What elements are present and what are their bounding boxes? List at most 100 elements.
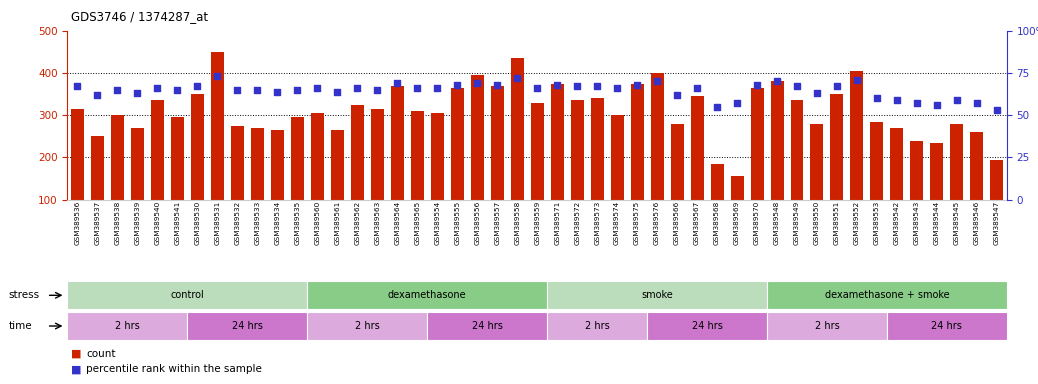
Text: GSM389531: GSM389531 — [215, 201, 220, 245]
Point — [549, 82, 566, 88]
Bar — [470, 75, 484, 242]
Text: GSM389551: GSM389551 — [834, 201, 840, 245]
Text: 24 hrs: 24 hrs — [691, 321, 722, 331]
Point — [469, 80, 486, 86]
Point — [229, 87, 246, 93]
Text: GSM389541: GSM389541 — [174, 201, 181, 245]
Bar — [351, 105, 363, 242]
Bar — [171, 118, 184, 242]
Point — [569, 83, 585, 89]
Text: percentile rank within the sample: percentile rank within the sample — [86, 364, 262, 374]
Bar — [910, 141, 924, 242]
Bar — [307, 281, 547, 309]
Bar — [830, 94, 844, 242]
Point — [609, 85, 626, 91]
Bar — [251, 128, 264, 242]
Text: GSM389560: GSM389560 — [315, 201, 321, 245]
Point — [869, 95, 885, 101]
Bar — [951, 124, 963, 242]
Bar — [530, 103, 544, 242]
Text: GSM389555: GSM389555 — [455, 201, 460, 245]
Text: GSM389571: GSM389571 — [554, 201, 561, 245]
Bar — [930, 143, 944, 242]
Text: GSM389573: GSM389573 — [594, 201, 600, 245]
Bar — [547, 312, 647, 340]
Bar — [390, 86, 404, 242]
Text: GSM389540: GSM389540 — [155, 201, 161, 245]
Point — [769, 78, 786, 84]
Point — [309, 85, 326, 91]
Point — [988, 107, 1005, 113]
Text: GSM389556: GSM389556 — [474, 201, 481, 245]
Point — [809, 90, 825, 96]
Text: GSM389546: GSM389546 — [974, 201, 980, 245]
Text: 24 hrs: 24 hrs — [931, 321, 962, 331]
Bar — [211, 52, 224, 242]
Text: 24 hrs: 24 hrs — [231, 321, 263, 331]
Bar — [671, 124, 684, 242]
Text: GSM389542: GSM389542 — [894, 201, 900, 245]
Text: GSM389574: GSM389574 — [614, 201, 620, 245]
Text: GSM389557: GSM389557 — [494, 201, 500, 245]
Bar — [971, 132, 983, 242]
Point — [789, 83, 805, 89]
Bar — [690, 96, 704, 242]
Bar — [67, 281, 307, 309]
Bar — [230, 126, 244, 242]
Bar — [188, 312, 307, 340]
Point — [109, 87, 126, 93]
Point — [169, 87, 186, 93]
Text: GSM389554: GSM389554 — [434, 201, 440, 245]
Bar — [767, 312, 886, 340]
Point — [209, 73, 225, 79]
Bar — [550, 84, 564, 242]
Text: GSM389561: GSM389561 — [334, 201, 340, 245]
Point — [748, 82, 765, 88]
Point — [129, 90, 145, 96]
Text: 2 hrs: 2 hrs — [584, 321, 609, 331]
Text: GSM389566: GSM389566 — [674, 201, 680, 245]
Text: 2 hrs: 2 hrs — [355, 321, 380, 331]
Text: GSM389536: GSM389536 — [75, 201, 81, 245]
Text: GSM389535: GSM389535 — [295, 201, 300, 245]
Point — [149, 85, 166, 91]
Text: GSM389553: GSM389553 — [874, 201, 880, 245]
Point — [709, 104, 726, 110]
Point — [908, 100, 925, 106]
Bar — [871, 122, 883, 242]
Point — [489, 82, 506, 88]
Bar — [371, 109, 384, 242]
Bar — [571, 101, 583, 242]
Point — [289, 87, 305, 93]
Bar — [850, 71, 864, 242]
Text: GSM389549: GSM389549 — [794, 201, 800, 245]
Bar — [71, 109, 84, 242]
Point — [368, 87, 385, 93]
Point — [949, 97, 965, 103]
Bar — [191, 94, 203, 242]
Text: dexamethasone: dexamethasone — [388, 290, 466, 300]
Bar — [731, 177, 743, 242]
Point — [849, 77, 866, 83]
Text: GSM389539: GSM389539 — [135, 201, 140, 245]
Bar — [271, 130, 283, 242]
Text: GSM389544: GSM389544 — [934, 201, 939, 245]
Point — [448, 82, 465, 88]
Text: GSM389564: GSM389564 — [394, 201, 401, 245]
Point — [889, 97, 905, 103]
Bar — [647, 312, 767, 340]
Text: GSM389558: GSM389558 — [514, 201, 520, 245]
Point — [729, 100, 745, 106]
Bar — [591, 98, 604, 242]
Text: GSM389565: GSM389565 — [414, 201, 420, 245]
Text: GSM389550: GSM389550 — [814, 201, 820, 245]
Bar — [891, 128, 903, 242]
Point — [389, 80, 406, 86]
Point — [269, 88, 285, 94]
Bar — [791, 101, 803, 242]
Point — [649, 78, 665, 84]
Point — [349, 85, 365, 91]
Text: 2 hrs: 2 hrs — [815, 321, 840, 331]
Text: GSM389568: GSM389568 — [714, 201, 720, 245]
Bar — [411, 111, 424, 242]
